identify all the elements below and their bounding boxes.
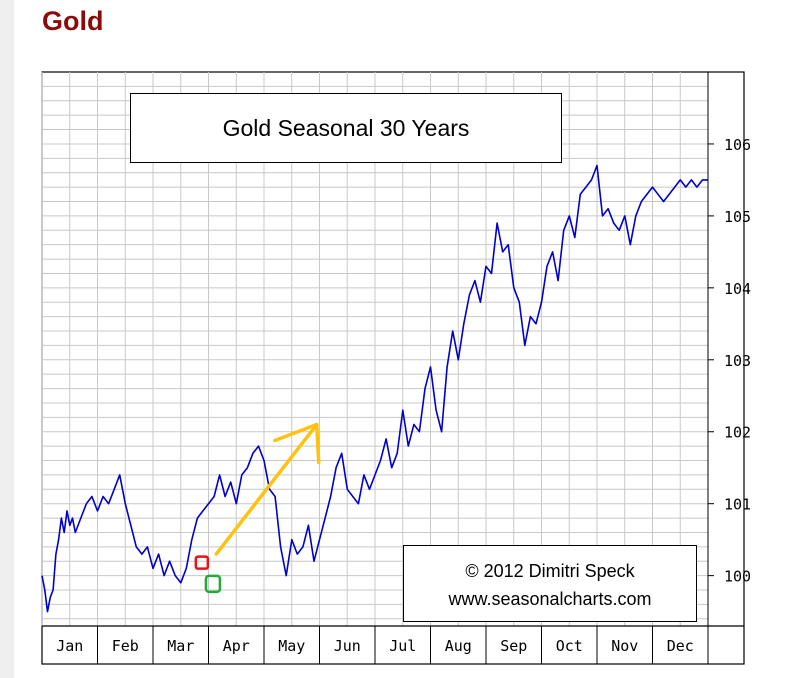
trend-arrow-shaft [214,422,319,556]
month-label-aug: Aug [445,637,472,655]
red-marker [194,555,210,570]
series-line-0 [41,164,708,613]
month-label-nov: Nov [611,637,638,655]
month-label-oct: Oct [556,637,583,655]
chart-title-box: Gold Seasonal 30 Years [130,93,562,163]
page-heading: Gold [42,6,104,36]
trend-arrow-head-right [314,422,321,465]
y-tick-label: 106 [724,136,751,154]
trend-arrow-head-left [272,422,319,443]
y-tick-label: 100 [724,568,751,586]
y-tick-label: 103 [724,352,751,370]
y-tick-label: 105 [724,208,751,226]
credit-website: www.seasonalcharts.com [448,589,652,609]
month-label-jun: Jun [334,637,361,655]
month-label-mar: Mar [167,637,194,655]
green-marker [204,574,222,594]
month-label-apr: Apr [223,637,250,655]
month-label-sep: Sep [500,637,527,655]
month-label-feb: Feb [112,637,139,655]
y-tick-label: 102 [724,424,751,442]
y-tick-label: 104 [724,280,751,298]
y-tick-label: 101 [724,496,751,514]
month-label-jul: Jul [389,637,416,655]
credit-copyright: © 2012 Dimitri Speck [465,561,635,581]
page-left-rule [0,0,14,678]
month-label-dec: Dec [667,637,694,655]
chart-title: Gold Seasonal 30 Years [222,114,470,141]
month-label-may: May [278,637,305,655]
month-label-jan: Jan [56,637,83,655]
chart-credit-box: © 2012 Dimitri Speck www.seasonalcharts.… [403,545,697,622]
